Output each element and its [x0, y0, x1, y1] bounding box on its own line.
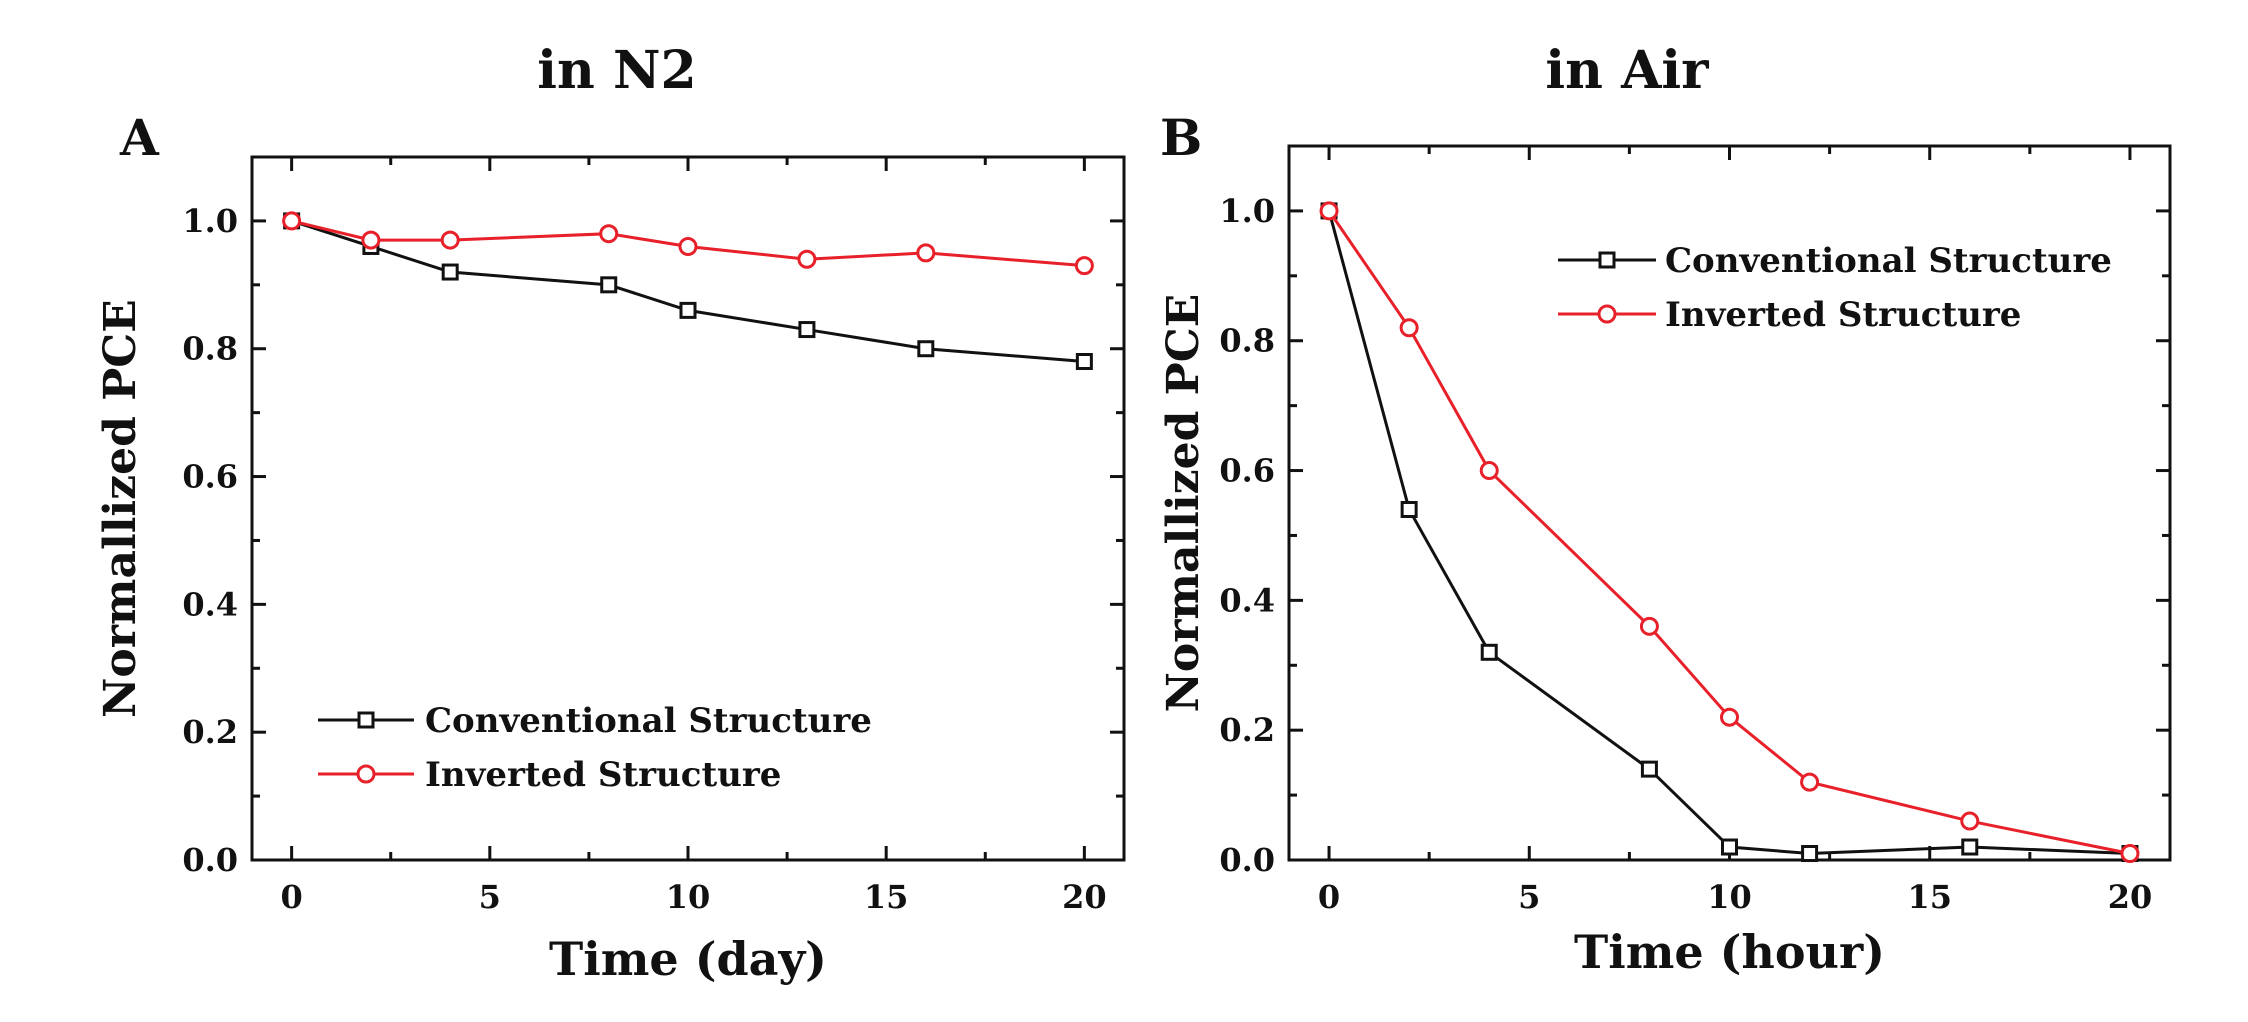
- series-line: [291, 219, 1085, 268]
- series-line: [1327, 210, 2131, 855]
- legend-marker: [1597, 304, 1617, 324]
- panel-title: in Air: [1545, 40, 1709, 101]
- data-point: [1720, 707, 1739, 727]
- data-point: [599, 224, 619, 244]
- panel-letter: B: [1160, 108, 1202, 167]
- x-tick-label: 15: [864, 878, 909, 916]
- y-tick-label: 0.2: [182, 713, 238, 751]
- panel-b: in Air B 0 5 10 15 20 0.0 0.2 0.4 0.6 0.8 1.0 Time (h…: [1158, 40, 2172, 979]
- y-tick-label: 0.4: [1219, 581, 1275, 619]
- x-axis-label: Time (day): [549, 932, 827, 986]
- data-point: [1960, 811, 1980, 831]
- data-point: [797, 249, 817, 269]
- x-tick-label: 20: [1062, 878, 1107, 916]
- data-point: [1075, 353, 1093, 371]
- x-tick-label: 0: [1318, 878, 1340, 916]
- data-point: [1400, 500, 1418, 518]
- data-point: [282, 211, 302, 231]
- data-point: [1721, 838, 1738, 856]
- data-point: [1640, 760, 1658, 778]
- y-tick-label: 0.6: [1219, 452, 1275, 490]
- y-axis-label: Normallized PCE: [95, 299, 146, 718]
- data-point: [361, 230, 381, 250]
- x-tick-label: 10: [1707, 878, 1752, 916]
- data-point: [917, 340, 935, 358]
- data-point: [1800, 772, 1820, 792]
- data-point: [916, 243, 936, 263]
- data-point: [1399, 318, 1419, 338]
- data-point: [1961, 838, 1979, 856]
- x-tick-label: 5: [1518, 878, 1540, 916]
- series-inverted: [1319, 201, 2140, 864]
- y-tick-label: 0.2: [1219, 711, 1275, 749]
- data-point: [678, 236, 698, 256]
- x-tick-label: 15: [1907, 878, 1952, 916]
- data-point: [1639, 616, 1659, 636]
- x-tick-label: 5: [479, 878, 501, 916]
- y-tick-label: 0.6: [182, 458, 238, 496]
- data-point: [1801, 845, 1819, 863]
- series-line: [1327, 210, 2131, 856]
- data-point: [440, 230, 460, 250]
- data-point: [600, 276, 618, 294]
- data-point: [1480, 643, 1498, 661]
- legend-entry: Inverted Structure: [1558, 295, 2021, 335]
- y-tick-label: 0.8: [1219, 322, 1275, 360]
- panel-title: in N2: [537, 40, 696, 101]
- legend-label: Inverted Structure: [425, 755, 781, 795]
- x-tick-label: 0: [281, 878, 303, 916]
- data-point: [2120, 844, 2140, 864]
- legend-marker: [356, 764, 376, 784]
- legend-label: Conventional Structure: [1665, 241, 2112, 281]
- legend-marker: [357, 711, 375, 729]
- x-axis-label: Time (hour): [1574, 925, 1885, 979]
- y-tick-label: 1.0: [1219, 192, 1275, 230]
- data-point: [441, 263, 459, 281]
- x-tick-label: 20: [2108, 878, 2153, 916]
- legend-label: Conventional Structure: [425, 701, 872, 741]
- legend-entry: Conventional Structure: [318, 701, 872, 741]
- data-point: [1479, 461, 1499, 481]
- y-tick-label: 0.0: [182, 841, 238, 879]
- series-line: [291, 219, 1085, 364]
- legend-entry: Inverted Structure: [318, 755, 781, 795]
- data-point: [1319, 201, 1339, 221]
- y-tick-label: 0.0: [1219, 841, 1275, 879]
- y-tick-label: 0.4: [182, 585, 238, 623]
- y-tick-label: 0.8: [182, 330, 238, 368]
- panel-letter: A: [119, 108, 160, 167]
- y-axis-label: Normallized PCE: [1158, 294, 1209, 713]
- y-tick-label: 1.0: [182, 202, 238, 240]
- legend-entry: Conventional Structure: [1558, 241, 2112, 281]
- panel-a: in N2 A 0 5 10 15 20 0.0 0.2 0.4 0.6 0.8 1.0 Time (da…: [95, 40, 1126, 986]
- data-point: [679, 301, 697, 319]
- series-inverted: [282, 211, 1094, 276]
- legend-label: Inverted Structure: [1665, 295, 2021, 335]
- data-point: [1074, 256, 1094, 276]
- x-tick-label: 10: [666, 878, 711, 916]
- data-point: [798, 321, 816, 339]
- legend-marker: [1598, 251, 1616, 269]
